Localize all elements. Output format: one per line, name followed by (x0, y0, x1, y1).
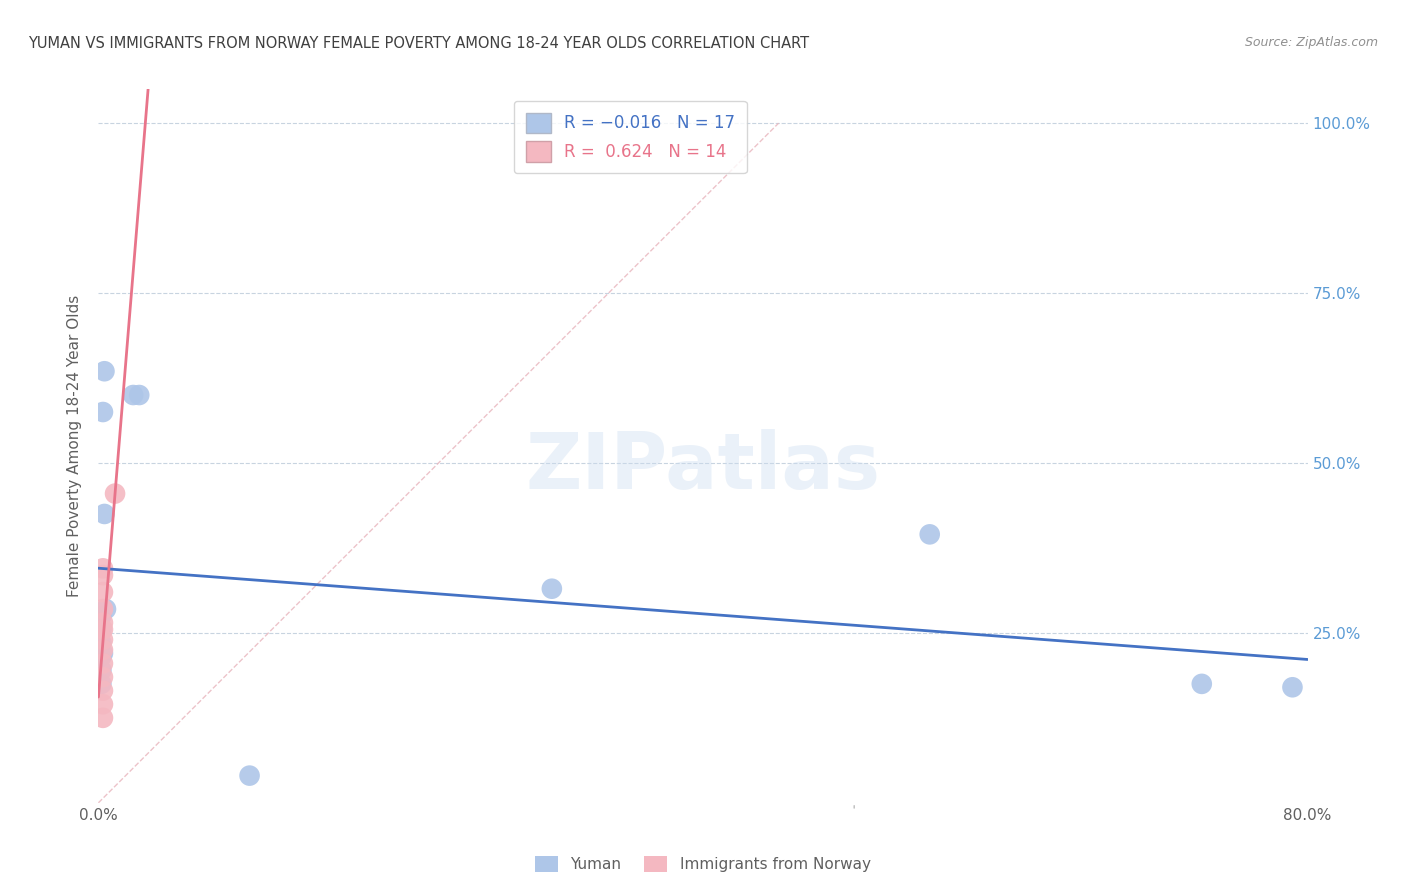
Point (918, 527, 941, 541)
Point (91, 698, 114, 712)
Point (93, 507, 115, 521)
Point (90, 649, 112, 664)
Point (90, 636, 112, 650)
Point (1191, 677, 1213, 691)
Point (91, 646, 114, 660)
Point (91, 615, 114, 630)
Point (91, 561, 114, 575)
Point (91, 405, 114, 419)
Point (91, 623, 114, 637)
Point (91, 568, 114, 582)
Point (90, 677, 112, 691)
Point (91, 632, 114, 647)
Point (1281, 680, 1303, 694)
Point (91, 602, 114, 616)
Point (90, 663, 112, 677)
Text: Source: ZipAtlas.com: Source: ZipAtlas.com (1244, 36, 1378, 49)
Point (104, 486, 127, 500)
Point (90, 623, 112, 637)
Point (90, 608, 112, 623)
Point (91, 643, 114, 657)
Point (91, 711, 114, 725)
Point (122, 388, 145, 402)
Y-axis label: Female Poverty Among 18-24 Year Olds: Female Poverty Among 18-24 Year Olds (67, 295, 83, 597)
Text: ZIPatlas: ZIPatlas (526, 429, 880, 506)
Point (91, 670, 114, 684)
Legend: R = −0.016   N = 17, R =  0.624   N = 14: R = −0.016 N = 17, R = 0.624 N = 14 (515, 101, 747, 173)
Point (94, 602, 117, 616)
Point (128, 388, 150, 402)
Point (239, 769, 262, 783)
Point (540, 582, 562, 596)
Point (91, 657, 114, 671)
Point (91, 683, 114, 698)
Legend: Yuman, Immigrants from Norway: Yuman, Immigrants from Norway (527, 848, 879, 880)
Point (93, 364, 115, 378)
Text: YUMAN VS IMMIGRANTS FROM NORWAY FEMALE POVERTY AMONG 18-24 YEAR OLDS CORRELATION: YUMAN VS IMMIGRANTS FROM NORWAY FEMALE P… (28, 36, 810, 51)
Point (91, 585, 114, 599)
